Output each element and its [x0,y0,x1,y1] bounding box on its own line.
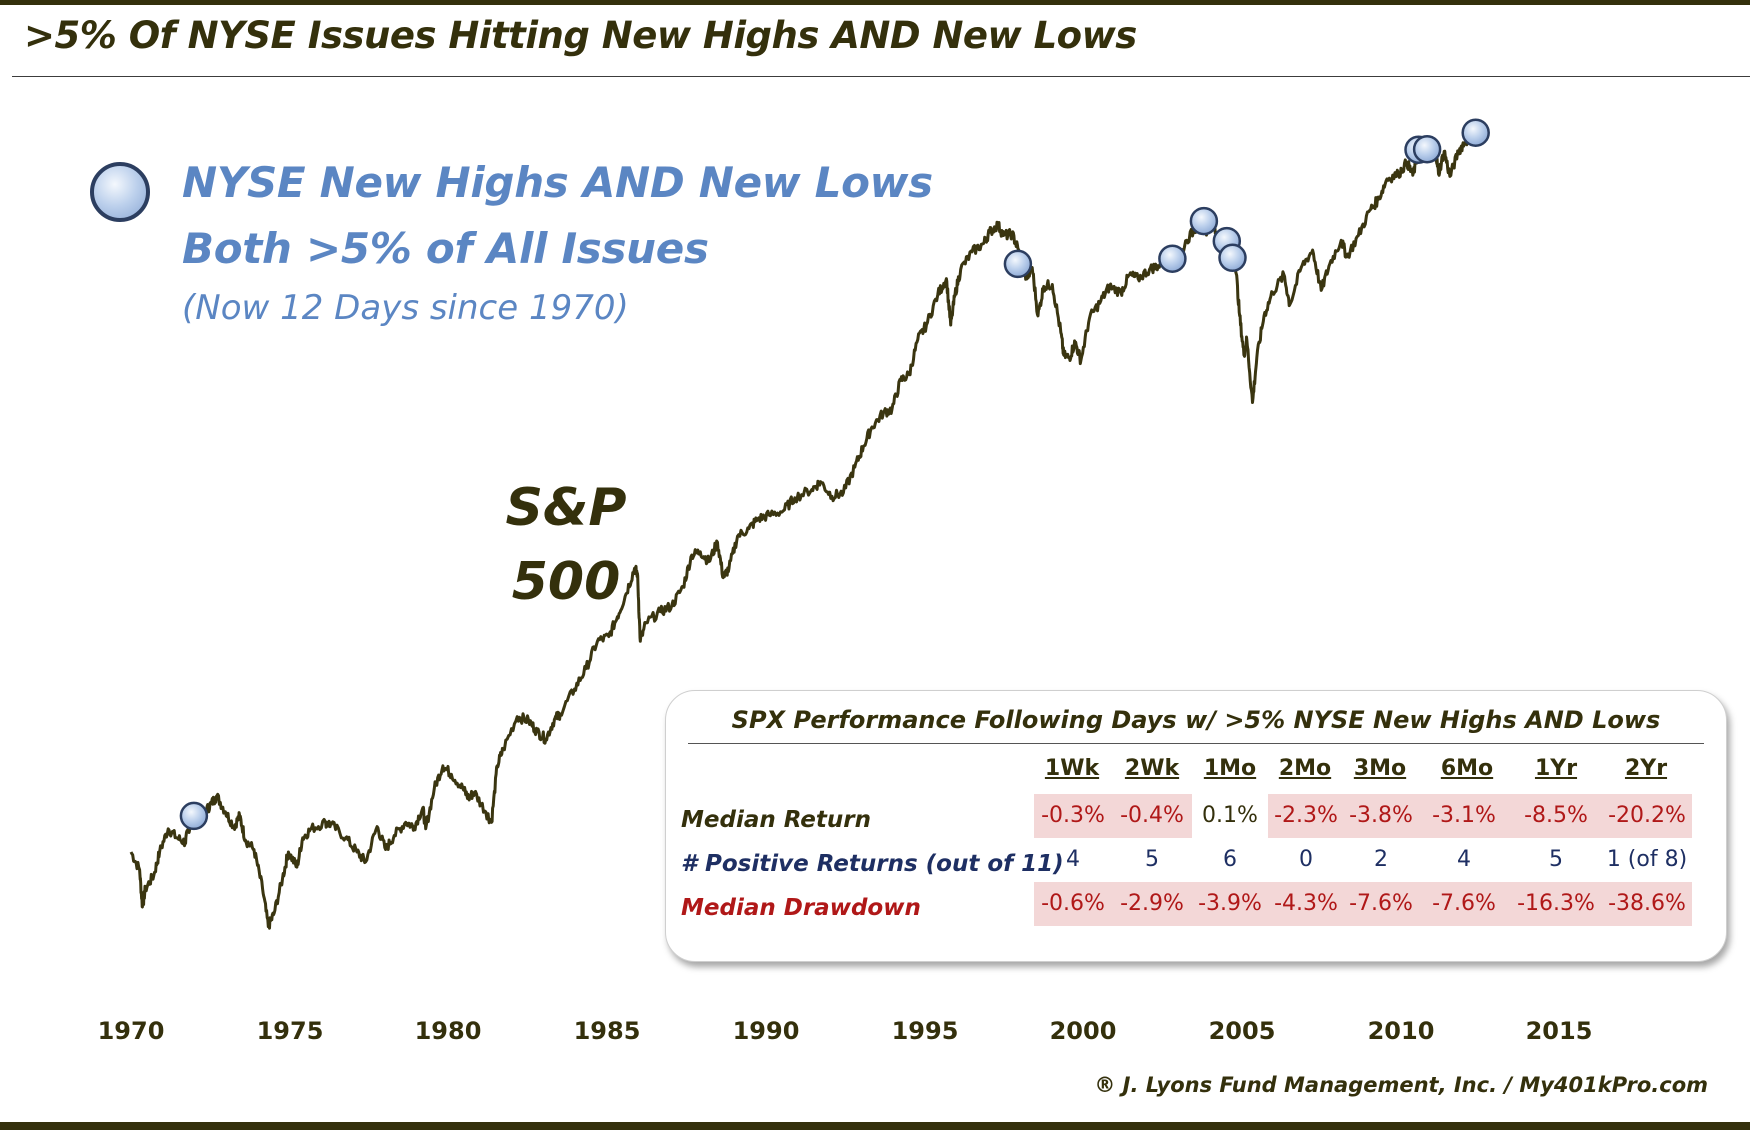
table-cell: 5 [1145,847,1159,872]
event-marker [1461,118,1490,147]
table-cell: -4.3% [1268,882,1344,926]
table-title: SPX Performance Following Days w/ >5% NY… [731,706,1661,734]
column-header: 1Mo [1203,756,1257,781]
table-divider [688,743,1704,744]
column-header: 1Wk [1044,756,1100,781]
column-header: 6Mo [1440,756,1494,781]
series-label-line-1: S&P [505,478,627,538]
x-tick-label: 2015 [1525,1017,1593,1045]
table-cell: 1 (of 8) [1606,847,1688,872]
table-cell: -20.2% [1602,794,1692,838]
table-cell: -8.5% [1510,794,1602,838]
column-header: 1Yr [1534,756,1578,781]
event-marker [1158,244,1187,273]
table-cell: 5 [1549,847,1563,872]
event-marker [1412,134,1442,164]
table-cell: -3.1% [1418,794,1510,838]
sp500-line [129,126,1478,930]
legend-line-1: NYSE New Highs AND New Lows [182,158,933,207]
table-cell: 0 [1299,847,1313,872]
event-marker [1003,249,1033,279]
top-border [0,0,1750,5]
table-cell: 0.1% [1202,803,1258,828]
legend-line-3: (Now 12 Days since 1970) [182,288,629,328]
x-tick-label: 1970 [97,1017,165,1045]
table-cell: -0.3% [1034,794,1112,838]
table-cell: -3.8% [1344,794,1418,838]
column-header: 2Mo [1278,756,1332,781]
x-tick-label: 1985 [573,1017,641,1045]
table-cell: -0.6% [1034,882,1112,926]
x-tick-label: 2010 [1367,1017,1435,1045]
chart-title: >5% Of NYSE Issues Hitting New Highs AND… [24,14,1137,57]
event-marker [1189,206,1219,236]
table-cell: -7.6% [1344,882,1418,926]
table-cell: -2.3% [1268,794,1344,838]
x-tick-label: 1990 [732,1017,800,1045]
table-cell: -3.9% [1192,882,1268,926]
x-tick-label: 2000 [1049,1017,1117,1045]
table-cell: -38.6% [1602,882,1692,926]
table-cell: 2 [1374,847,1388,872]
bottom-border [0,1122,1750,1130]
circle-marker-icon [90,162,150,222]
column-header: 2Wk [1124,756,1180,781]
x-tick-label: 1975 [256,1017,324,1045]
table-cell: -7.6% [1418,882,1510,926]
x-tick-label: 2005 [1208,1017,1276,1045]
table-cell: 4 [1457,847,1471,872]
row-label-median-return: Median Return [681,807,871,833]
table-cell: -16.3% [1510,882,1602,926]
table-cell: 4 [1066,847,1080,872]
table-cell: -0.4% [1112,794,1192,838]
title-divider [12,76,1750,77]
legend-line-2: Both >5% of All Issues [182,224,709,273]
row-label-positive-returns: # Positive Returns (out of 11) [681,851,1064,877]
column-header: 2Yr [1624,756,1668,781]
row-label-median-drawdown: Median Drawdown [681,895,921,921]
performance-table: SPX Performance Following Days w/ >5% NY… [665,690,1727,962]
table-cell: -2.9% [1112,882,1192,926]
x-tick-label: 1995 [891,1017,959,1045]
event-marker [1218,243,1247,273]
event-marker [179,801,209,831]
x-tick-label: 1980 [414,1017,482,1045]
series-label-line-2: 500 [511,552,621,612]
credit-text: ® J. Lyons Fund Management, Inc. / My401… [1094,1073,1708,1097]
table-cell: 6 [1223,847,1237,872]
column-header: 3Mo [1353,756,1407,781]
